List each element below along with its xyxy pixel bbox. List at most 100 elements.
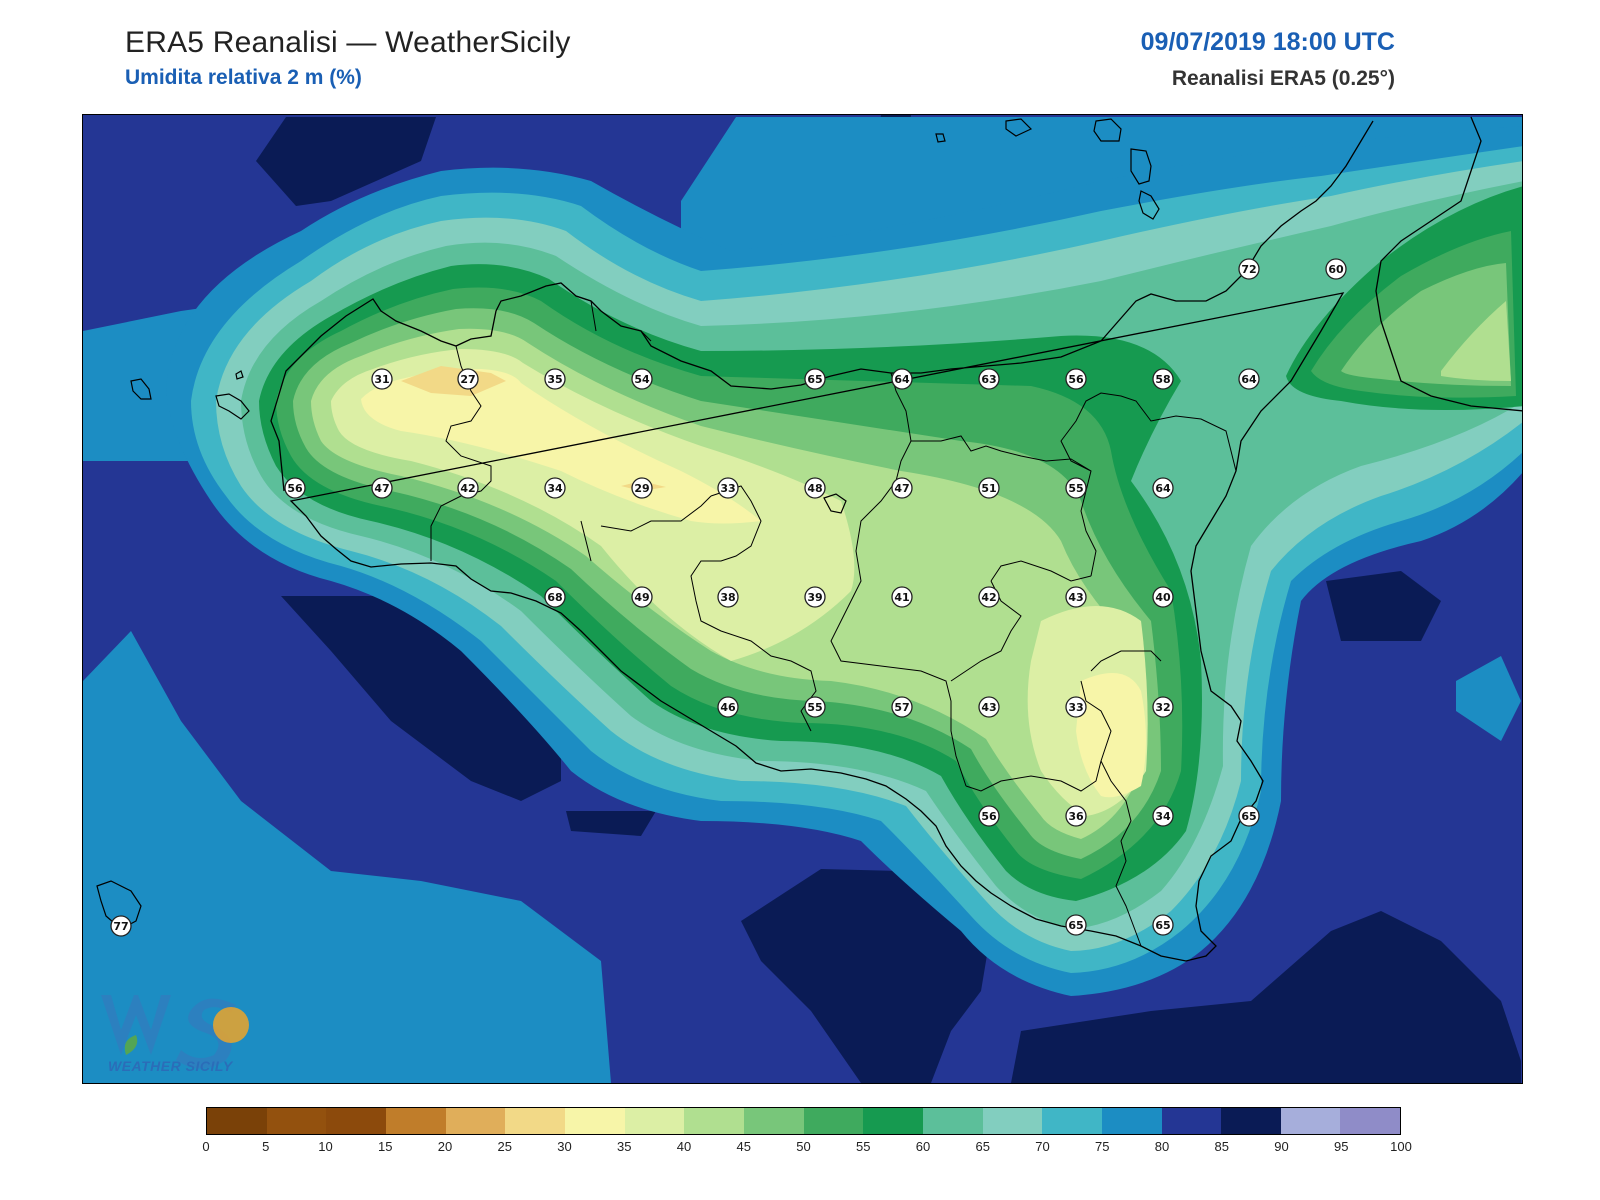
- colorbar-tick-label: 35: [617, 1139, 632, 1154]
- field-band-40-ne: [1441, 301, 1511, 381]
- station-label: 55: [804, 696, 826, 718]
- station-label: 29: [631, 477, 653, 499]
- station-marker: [1065, 696, 1087, 718]
- station-label: 68: [544, 586, 566, 608]
- station-label: 56: [978, 805, 1000, 827]
- station-label: 65: [1238, 805, 1260, 827]
- station-value: 65: [1155, 919, 1170, 932]
- station-label: 64: [1238, 368, 1260, 390]
- station-marker: [1238, 368, 1260, 390]
- station-label: 40: [1152, 586, 1174, 608]
- station-label: 54: [631, 368, 653, 390]
- colorbar-tick-label: 25: [497, 1139, 512, 1154]
- station-marker: [631, 368, 653, 390]
- station-value: 42: [981, 591, 996, 604]
- station-value: 32: [1155, 701, 1170, 714]
- colorbar-tick-label: 45: [736, 1139, 751, 1154]
- station-marker: [544, 586, 566, 608]
- field-band-30: [361, 369, 761, 524]
- station-value: 64: [894, 373, 910, 386]
- station-value: 63: [981, 373, 996, 386]
- station-label: 47: [891, 477, 913, 499]
- station-label: 42: [457, 477, 479, 499]
- station-marker: [978, 368, 1000, 390]
- colorbar-swatch: [863, 1108, 923, 1134]
- station-marker: [717, 477, 739, 499]
- source-label: Reanalisi ERA5 (0.25°): [1171, 67, 1395, 90]
- colorbar-swatch: [1340, 1108, 1401, 1134]
- colorbar-swatch: [743, 1108, 804, 1134]
- station-marker: [804, 696, 826, 718]
- station-label: 46: [717, 696, 739, 718]
- field-band-30-se: [1076, 673, 1146, 798]
- station-marker: [804, 586, 826, 608]
- colorbar: [206, 1107, 1401, 1135]
- station-label: 63: [978, 368, 1000, 390]
- station-value: 72: [1241, 263, 1256, 276]
- station-label: 77: [110, 915, 132, 937]
- station-value: 47: [374, 482, 389, 495]
- colorbar-tick-label: 40: [676, 1139, 692, 1154]
- colorbar-swatch: [385, 1108, 446, 1134]
- station-marker: [631, 477, 653, 499]
- colorbar-swatch: [1101, 1108, 1162, 1134]
- station-label: 65: [804, 368, 826, 390]
- station-label: 35: [544, 368, 566, 390]
- sicily-coastline: [270, 120, 1374, 962]
- colorbar-tick-label: 100: [1390, 1139, 1412, 1154]
- calabria-coastline: [1375, 116, 1522, 412]
- station-value: 57: [894, 701, 909, 714]
- station-marker: [1065, 477, 1087, 499]
- colorbar-tick-label: 60: [915, 1139, 931, 1154]
- station-marker: [978, 696, 1000, 718]
- station-marker: [1065, 586, 1087, 608]
- station-marker: [891, 477, 913, 499]
- colorbar-swatch: [266, 1108, 327, 1134]
- station-label: 31: [371, 368, 393, 390]
- station-value: 42: [460, 482, 475, 495]
- station-label: 34: [1152, 805, 1174, 827]
- colorbar-tick-label: 15: [378, 1139, 393, 1154]
- station-label: 27: [457, 368, 479, 390]
- station-value: 27: [460, 373, 475, 386]
- station-marker: [1238, 258, 1260, 280]
- station-label: 65: [1152, 914, 1174, 936]
- station-label: 33: [1065, 696, 1087, 718]
- colorbar-tick-label: 90: [1274, 1139, 1289, 1154]
- station-marker: [457, 477, 479, 499]
- station-label: 57: [891, 696, 913, 718]
- colorbar-swatch: [684, 1108, 744, 1134]
- station-value: 34: [1155, 810, 1171, 823]
- station-value: 65: [1241, 810, 1256, 823]
- station-label: 65: [1065, 914, 1087, 936]
- station-value: 33: [1068, 701, 1083, 714]
- station-value: 31: [374, 373, 389, 386]
- station-label: 51: [978, 477, 1000, 499]
- station-value: 56: [287, 482, 303, 495]
- station-marker: [1065, 368, 1087, 390]
- station-label: 48: [804, 477, 826, 499]
- field-band-25: [401, 366, 506, 396]
- colorbar-swatch: [445, 1108, 506, 1134]
- station-label: 56: [284, 477, 306, 499]
- station-value: 58: [1155, 373, 1170, 386]
- station-marker: [891, 368, 913, 390]
- station-label: 43: [1065, 586, 1087, 608]
- station-marker: [804, 368, 826, 390]
- colorbar-tick-label: 95: [1334, 1139, 1349, 1154]
- station-marker: [978, 586, 1000, 608]
- station-label: 33: [717, 477, 739, 499]
- station-value: 29: [634, 482, 649, 495]
- station-marker: [544, 477, 566, 499]
- station-label: 55: [1065, 477, 1087, 499]
- colorbar-tick-label: 55: [856, 1139, 871, 1154]
- colorbar-swatch: [207, 1108, 267, 1134]
- station-marker: [371, 477, 393, 499]
- station-value: 56: [1068, 373, 1084, 386]
- colorbar-tick-label: 85: [1214, 1139, 1229, 1154]
- station-value: 64: [1155, 482, 1171, 495]
- colorbar-tick-label: 30: [557, 1139, 572, 1154]
- colorbar-tick-label: 80: [1154, 1139, 1170, 1154]
- colorbar-swatch: [1280, 1108, 1341, 1134]
- station-value: 40: [1155, 591, 1171, 604]
